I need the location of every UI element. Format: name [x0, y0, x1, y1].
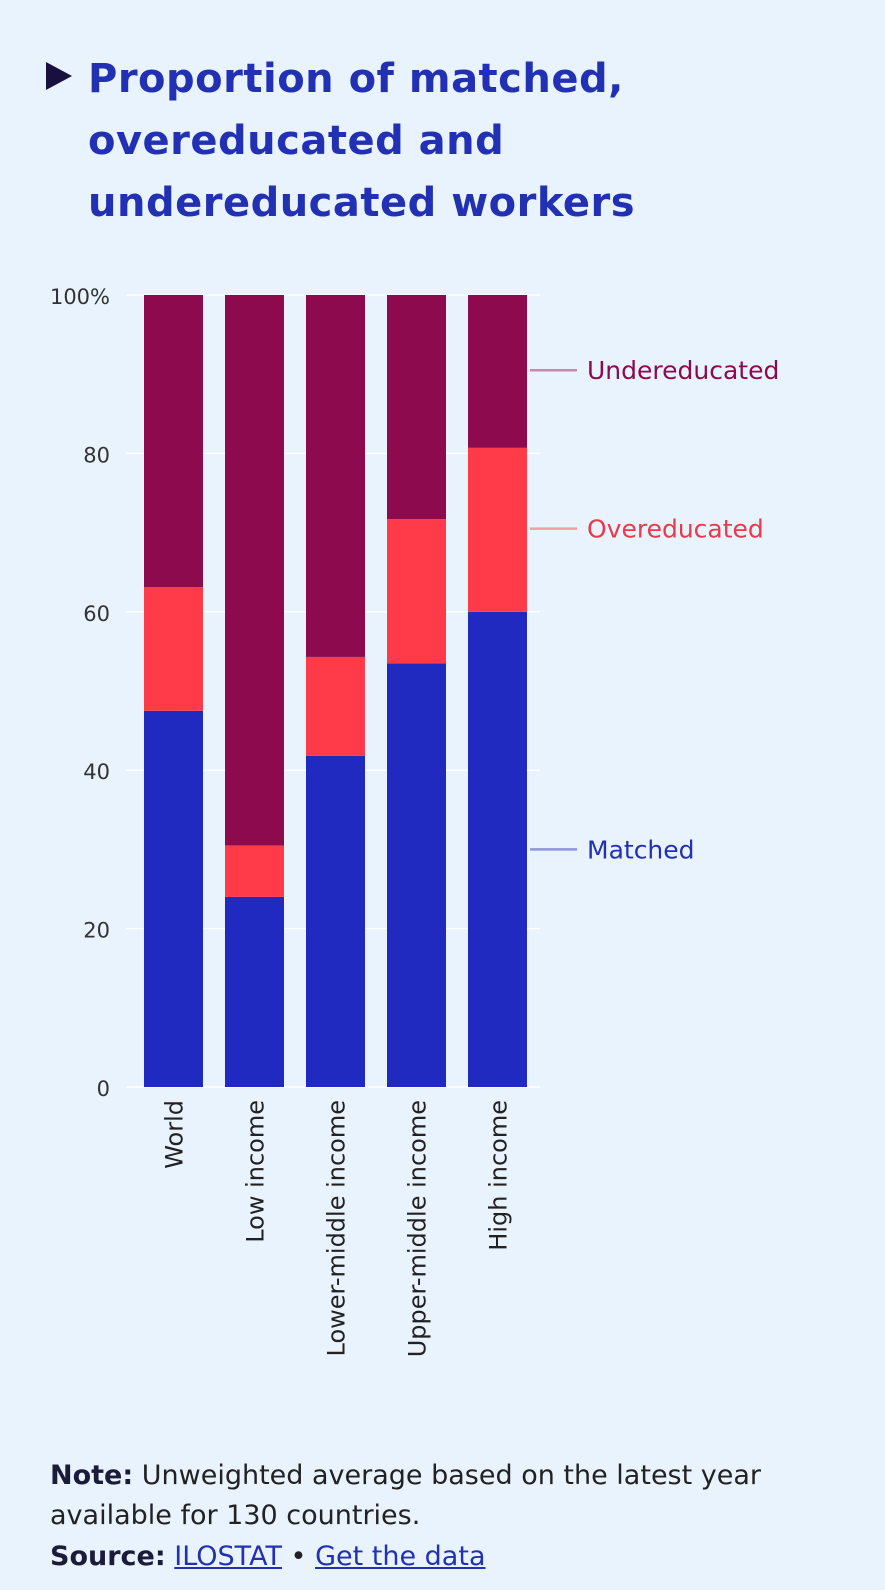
bar-low-income-matched[interactable]	[225, 896, 284, 1087]
source-line: Source: ILOSTAT • Get the data	[50, 1541, 486, 1572]
bar-world-undereducated[interactable]	[144, 295, 203, 588]
chart-title: Proportion of matched, overeducated and …	[88, 56, 636, 226]
y-tick-label: 20	[83, 919, 110, 943]
x-tick-label: Lower-middle income	[323, 1100, 351, 1357]
bar-upper-middle-income-matched[interactable]	[387, 663, 446, 1087]
bar-high-income-overeducated[interactable]	[468, 447, 527, 612]
note-label: Note:	[50, 1460, 134, 1491]
get-data-link[interactable]: Get the data	[315, 1541, 486, 1572]
note: Note: Unweighted average based on the la…	[50, 1456, 850, 1536]
x-tick-label: High income	[485, 1100, 513, 1251]
y-axis-ticks: 0 20 40 60 80 100%	[50, 285, 110, 1101]
legend-label-undereducated: Undereducated	[587, 356, 779, 385]
note-text: Unweighted average based on the latest y…	[50, 1460, 762, 1531]
stacked-bar-chart: 0 20 40 60 80 100% World Low income Lower-middl…	[50, 285, 779, 1357]
bar-lower-middle-income-matched[interactable]	[306, 755, 365, 1087]
bar-upper-middle-income-undereducated[interactable]	[387, 295, 446, 520]
bar-world-overeducated[interactable]	[144, 587, 203, 711]
source-separator: •	[290, 1541, 307, 1572]
y-tick-label: 80	[83, 443, 110, 467]
y-tick-label: 100%	[50, 285, 110, 309]
legend-label-overeducated: Overeducated	[587, 515, 764, 544]
bar-upper-middle-income-overeducated[interactable]	[387, 519, 446, 664]
bar-low-income-overeducated[interactable]	[225, 845, 284, 897]
y-tick-label: 60	[83, 602, 110, 626]
bar-low-income-undereducated[interactable]	[225, 295, 284, 846]
legend: Undereducated Overeducated Matched	[530, 356, 779, 864]
y-tick-label: 40	[83, 760, 110, 784]
x-tick-label: Low income	[242, 1100, 270, 1243]
bar-high-income-matched[interactable]	[468, 611, 527, 1087]
x-tick-label: Upper-middle income	[404, 1100, 432, 1357]
bar-world-matched[interactable]	[144, 710, 203, 1087]
bars	[144, 295, 527, 1087]
y-tick-label: 0	[97, 1077, 110, 1101]
collapse-triangle-icon[interactable]	[46, 62, 72, 90]
bar-lower-middle-income-undereducated[interactable]	[306, 295, 365, 657]
legend-label-matched: Matched	[587, 835, 695, 864]
x-tick-label: World	[161, 1100, 189, 1169]
x-axis-labels: World Low income Lower-middle income Upper-…	[161, 1100, 513, 1357]
ilostat-link[interactable]: ILOSTAT	[174, 1541, 282, 1572]
bar-high-income-undereducated[interactable]	[468, 295, 527, 448]
bar-lower-middle-income-overeducated[interactable]	[306, 656, 365, 756]
source-label: Source:	[50, 1541, 166, 1572]
